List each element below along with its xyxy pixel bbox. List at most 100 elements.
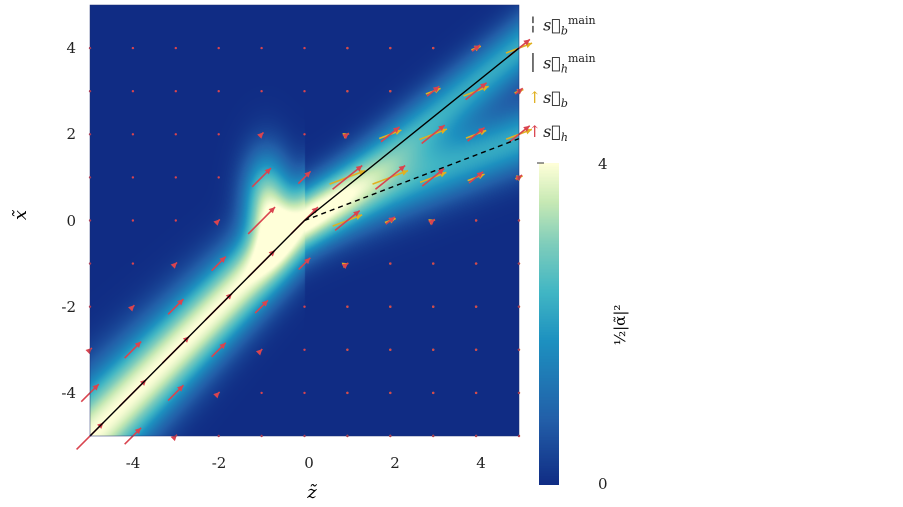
colorbar-tick-label: 4 bbox=[598, 155, 608, 173]
sh-arrow bbox=[346, 46, 349, 50]
sh-arrow bbox=[174, 46, 177, 50]
solid-line-icon: │ bbox=[528, 53, 538, 73]
sh-arrow bbox=[374, 164, 406, 190]
sh-arrow bbox=[298, 257, 311, 270]
sh-arrow bbox=[346, 305, 349, 308]
sh-arrow bbox=[428, 218, 436, 226]
sh-arrow bbox=[332, 164, 363, 190]
sh-arrow bbox=[389, 348, 392, 351]
sh-arrow bbox=[474, 391, 478, 395]
x-tick-label: 4 bbox=[476, 454, 486, 472]
sh-arrow bbox=[346, 348, 349, 351]
sh-arrow bbox=[260, 90, 263, 93]
sh-arrow bbox=[303, 90, 306, 93]
dashed-line-icon: ╎ bbox=[528, 15, 538, 35]
sh-arrow bbox=[380, 126, 401, 143]
colorbar-label: ½|α̃|² bbox=[611, 305, 629, 346]
sh-arrow bbox=[432, 262, 435, 265]
sh-arrow bbox=[474, 262, 478, 265]
sh-arrow bbox=[303, 391, 306, 395]
sh-arrow bbox=[211, 342, 227, 358]
sh-arrow bbox=[174, 90, 177, 93]
sh-arrow bbox=[334, 210, 361, 231]
sh-arrow bbox=[432, 391, 435, 395]
red-arrow-icon: ↑ bbox=[528, 122, 542, 141]
sh-arrow bbox=[251, 167, 272, 188]
sh-arrow bbox=[346, 90, 349, 93]
sh-arrow bbox=[474, 305, 478, 308]
sh-arrow bbox=[174, 176, 177, 179]
sh-arrow bbox=[217, 133, 220, 136]
sh-arrow bbox=[213, 218, 221, 226]
sh-arrow bbox=[85, 347, 93, 355]
sh-arrow bbox=[131, 262, 135, 265]
y-tick-label: 2 bbox=[66, 125, 76, 143]
sh-arrow bbox=[260, 46, 263, 50]
sh-arrow bbox=[389, 391, 392, 395]
sh-arrow bbox=[421, 168, 445, 187]
sh-arrow bbox=[131, 133, 135, 136]
sh-arrow bbox=[167, 384, 185, 402]
sh-arrow bbox=[426, 85, 440, 97]
sh-main-line bbox=[89, 47, 520, 437]
x-tick-label: 0 bbox=[304, 454, 314, 472]
sh-arrow bbox=[389, 46, 392, 50]
sh-arrow bbox=[474, 348, 478, 351]
sh-arrow bbox=[247, 206, 276, 235]
sh-arrow bbox=[385, 216, 396, 225]
sh-arrow bbox=[131, 219, 135, 222]
sh-arrow bbox=[467, 126, 486, 142]
sh-arrow bbox=[465, 82, 488, 101]
sh-arrow bbox=[303, 305, 306, 308]
sh-arrow bbox=[255, 348, 263, 356]
legend-entry-sb-main: ╎ s⃗bmain bbox=[528, 14, 596, 38]
sh-arrow bbox=[341, 262, 349, 270]
sh-arrow bbox=[342, 132, 350, 140]
y-tick-label: -4 bbox=[61, 384, 76, 402]
sh-arrow bbox=[389, 262, 392, 265]
sh-arrow bbox=[174, 219, 177, 222]
x-tick-label: 2 bbox=[390, 454, 400, 472]
legend-entry-sh-main: │ s⃗hmain bbox=[528, 52, 596, 76]
yellow-arrow-icon: ↑ bbox=[528, 88, 542, 107]
y-axis-label: x̃ bbox=[10, 209, 31, 220]
sh-arrow bbox=[211, 255, 227, 272]
sh-arrow bbox=[131, 46, 135, 50]
sh-arrow bbox=[303, 348, 306, 351]
sh-arrow bbox=[170, 261, 178, 269]
x-tick-label: -4 bbox=[126, 454, 141, 472]
sh-arrow bbox=[474, 219, 478, 222]
sh-arrow bbox=[421, 124, 446, 145]
y-tick-label: 4 bbox=[66, 39, 76, 57]
sh-arrow bbox=[297, 170, 312, 185]
sb-main-line bbox=[304, 137, 520, 222]
sh-arrow bbox=[131, 90, 135, 93]
sh-arrow bbox=[131, 176, 135, 179]
sh-arrow bbox=[167, 298, 185, 315]
x-axis-label: z̃ bbox=[306, 482, 317, 503]
sh-arrow bbox=[432, 305, 435, 308]
sh-arrow bbox=[254, 299, 269, 314]
sh-arrow bbox=[128, 304, 135, 312]
sh-arrow bbox=[432, 348, 435, 351]
sh-arrow bbox=[468, 171, 484, 184]
sh-arrow bbox=[217, 176, 220, 179]
sh-arrow bbox=[303, 133, 306, 136]
x-tick-label: -2 bbox=[212, 454, 227, 472]
colorbar-tick-label: 0 bbox=[598, 475, 608, 493]
sh-arrow bbox=[471, 44, 481, 52]
sh-arrow bbox=[346, 391, 349, 395]
sh-arrow bbox=[389, 305, 392, 308]
y-tick-label: -2 bbox=[61, 298, 76, 316]
sh-arrow bbox=[389, 90, 392, 93]
sh-arrow bbox=[213, 391, 221, 399]
sh-arrow bbox=[257, 131, 265, 139]
legend-entry-sb: ↑ s⃗b bbox=[528, 88, 568, 111]
sh-arrow bbox=[260, 391, 263, 395]
sh-arrow bbox=[432, 46, 435, 50]
plot-frame bbox=[89, 4, 520, 437]
sh-arrow bbox=[303, 46, 306, 50]
legend-entry-sh: ↑ s⃗h bbox=[528, 122, 568, 145]
y-tick-label: 0 bbox=[66, 212, 76, 230]
